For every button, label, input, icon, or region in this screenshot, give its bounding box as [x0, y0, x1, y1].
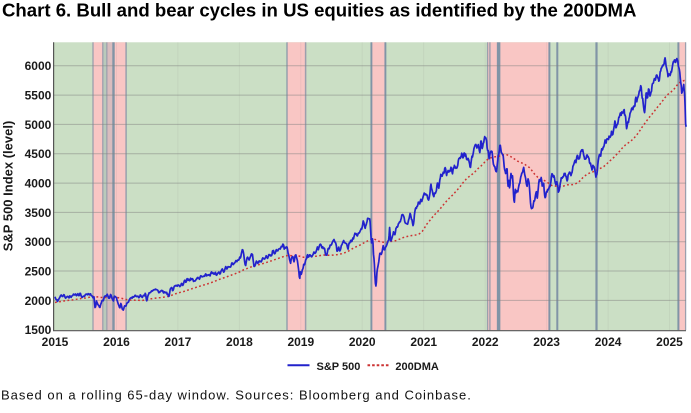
svg-text:1500: 1500 — [25, 323, 52, 337]
svg-text:2025: 2025 — [656, 335, 683, 349]
svg-text:2017: 2017 — [165, 335, 192, 349]
svg-text:2000: 2000 — [25, 294, 52, 308]
svg-text:S&P 500: S&P 500 — [317, 361, 361, 373]
svg-text:2024: 2024 — [595, 335, 622, 349]
svg-text:4500: 4500 — [25, 147, 52, 161]
svg-text:5000: 5000 — [25, 118, 52, 132]
svg-text:3000: 3000 — [25, 235, 52, 249]
svg-text:5500: 5500 — [25, 89, 52, 103]
svg-text:2022: 2022 — [472, 335, 499, 349]
svg-text:2015: 2015 — [42, 335, 69, 349]
svg-text:S&P 500 Index (level): S&P 500 Index (level) — [1, 121, 16, 252]
svg-text:6000: 6000 — [25, 59, 52, 73]
svg-text:2020: 2020 — [349, 335, 376, 349]
svg-text:4000: 4000 — [25, 177, 52, 191]
svg-text:2500: 2500 — [25, 264, 52, 278]
svg-text:2016: 2016 — [103, 335, 130, 349]
svg-text:2019: 2019 — [287, 335, 314, 349]
svg-text:2018: 2018 — [226, 335, 253, 349]
svg-text:Based on a rolling 65-day wind: Based on a rolling 65-day window. Source… — [1, 388, 472, 403]
svg-text:2021: 2021 — [410, 335, 437, 349]
svg-text:Chart 6. Bull and bear cycles: Chart 6. Bull and bear cycles in US equi… — [2, 0, 636, 21]
svg-text:3500: 3500 — [25, 206, 52, 220]
svg-text:200DMA: 200DMA — [395, 361, 438, 373]
svg-text:2023: 2023 — [533, 335, 560, 349]
